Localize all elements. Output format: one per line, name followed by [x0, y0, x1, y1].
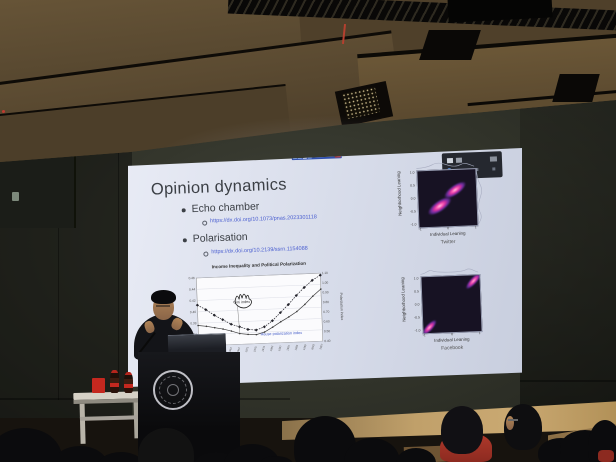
cola-bottle [124, 372, 133, 393]
svg-text:1.10: 1.10 [322, 271, 329, 275]
sub-bullet-icon [202, 220, 208, 226]
heatmap-ylabel: Neighborhood Leaning [395, 171, 403, 216]
audience-face [506, 416, 514, 430]
ceiling-opening [419, 30, 481, 60]
equipment-led [2, 110, 5, 113]
svg-text:1995: 1995 [294, 344, 300, 351]
heatmap-caption: Facebook [441, 344, 464, 352]
wall-seam [520, 380, 616, 382]
presenter-glasses [156, 305, 170, 307]
svg-text:1999: 1999 [302, 343, 308, 350]
svg-text:1963: 1963 [227, 346, 233, 353]
svg-text:0.60: 0.60 [324, 319, 331, 323]
svg-text:1983: 1983 [269, 345, 275, 352]
sub-bullet-icon [203, 251, 209, 257]
svg-text:2007: 2007 [318, 343, 324, 350]
wall-seam [58, 140, 59, 400]
audience-head [96, 452, 146, 462]
svg-text:1979: 1979 [260, 345, 266, 352]
svg-text:1987: 1987 [277, 344, 283, 351]
heatmap-plot [420, 274, 483, 335]
svg-text:0.90: 0.90 [322, 290, 329, 294]
svg-text:0.46: 0.46 [189, 276, 196, 280]
svg-text:0.38: 0.38 [190, 321, 197, 325]
svg-text:0.42: 0.42 [189, 299, 196, 303]
bullet-echo-chamber: Echo chamber [191, 200, 260, 216]
wall-right-shadow [520, 88, 616, 418]
audience-head [258, 456, 294, 462]
svg-text:2003: 2003 [310, 343, 316, 350]
cola-bottle [110, 370, 119, 393]
university-crest [153, 370, 193, 410]
audience-head [441, 406, 483, 454]
audience-glasses [508, 419, 518, 421]
svg-text:0.70: 0.70 [323, 310, 330, 314]
marginal-density-curve [420, 268, 479, 275]
heatmap-yticks: 1.0 0.5 0.0 -0.5 -1.0 [413, 276, 421, 333]
bullet-icon [182, 238, 187, 243]
svg-text:1967: 1967 [236, 346, 242, 353]
audience-head [194, 452, 238, 462]
wall-seam [118, 120, 119, 400]
table-leg [79, 403, 86, 444]
bullet-polarisation: Polarisation [192, 230, 248, 246]
facebook-heatmap: Neighborhood Leaning 1.0 0.5 0.0 -0.5 -1.0 -… [396, 268, 496, 374]
slide-title: Opinion dynamics [150, 175, 288, 199]
twitter-heatmap: Neighborhood Leaning 1.0 0.5 0.0 -0.5 -1.0 -… [392, 162, 492, 268]
heatmap-plot [416, 168, 479, 229]
audience-head [396, 448, 436, 462]
svg-text:0.50: 0.50 [324, 329, 331, 333]
red-garment [598, 450, 614, 462]
svg-text:Polarization index: Polarization index [339, 293, 344, 321]
svg-text:1975: 1975 [252, 345, 258, 352]
echo-chamber-link: https://dx.doi.org/10.1073/pnas.20233011… [210, 214, 318, 225]
marginal-density-curve [416, 162, 475, 169]
ceiling-opening [552, 74, 600, 102]
hand-doodle [234, 293, 252, 309]
bullet-icon [181, 208, 186, 213]
density-blob [463, 274, 483, 291]
polarisation-link: https://dx.doi.org/10.2139/ssrn.1154088 [211, 245, 308, 256]
slide: Opinion dynamics Echo chamber https://dx… [128, 148, 522, 387]
svg-text:0.80: 0.80 [323, 300, 330, 304]
svg-text:1.00: 1.00 [322, 281, 329, 285]
presenter-hair [151, 290, 176, 304]
heatmap-yticks: 1.0 0.5 0.0 -0.5 -1.0 [409, 170, 417, 227]
marginal-density-curve [475, 168, 482, 225]
svg-text:Gini index: Gini index [233, 300, 250, 305]
svg-text:House polarization index: House polarization index [260, 331, 302, 337]
panel-icon [492, 167, 496, 171]
panel-icon [489, 156, 498, 162]
audience-head [0, 428, 62, 462]
heatmap-caption: Twitter [440, 238, 456, 246]
inequality-polarization-chart: Income Inequality and Political Polariza… [174, 259, 348, 371]
svg-text:0.40: 0.40 [190, 310, 197, 314]
audience-head [52, 446, 108, 462]
red-cup [92, 378, 105, 393]
svg-text:0.44: 0.44 [189, 287, 196, 291]
svg-text:1991: 1991 [285, 344, 291, 351]
door-sign [12, 192, 19, 201]
heatmap-xlabel: Individual Leaning [434, 336, 470, 343]
line-chart-canvas: 0.340.360.380.400.420.440.460.400.500.60… [189, 271, 345, 355]
svg-text:1971: 1971 [244, 346, 250, 353]
heatmap-xlabel: Individual Leaning [430, 230, 466, 237]
density-blob [441, 178, 469, 202]
heatmap-ylabel: Neighborhood Leaning [399, 277, 407, 322]
table-crossbar [79, 415, 139, 421]
svg-text:0.40: 0.40 [324, 339, 331, 343]
